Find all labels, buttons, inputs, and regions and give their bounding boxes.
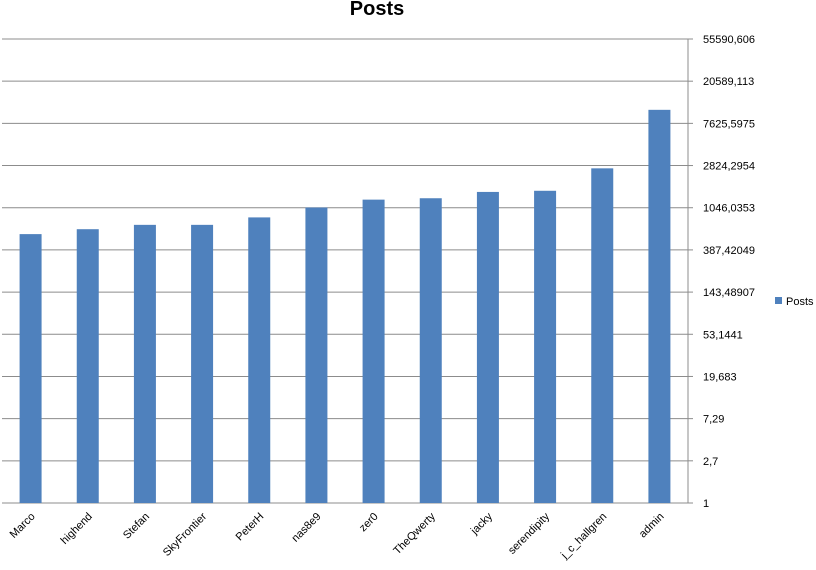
bar-series-posts [19, 109, 671, 504]
legend-swatch-posts [775, 297, 782, 304]
x-category-label: Marco [8, 511, 38, 541]
bar-serendipity [534, 190, 557, 503]
bar-jacky [476, 191, 499, 504]
x-category-label: highend [59, 511, 95, 547]
legend: Posts [775, 296, 814, 308]
y-tick-label: 19,683 [703, 371, 737, 383]
x-category-label: SkyFrontier [161, 510, 209, 558]
y-tick-label: 2824,2954 [703, 161, 755, 173]
x-category-label: jacky [468, 510, 495, 537]
bar-PeterH [248, 217, 271, 503]
y-axis-tick-labels: 1 2,7 7,29 19,683 53,1441 143,48907 387,42049 1… [703, 34, 755, 510]
gridlines [2, 38, 693, 504]
bar-highend [76, 229, 99, 503]
bar-admin [648, 109, 671, 504]
y-tick-label: 1 [703, 498, 709, 510]
x-category-label: serendipity [506, 510, 552, 556]
x-category-label: TheQwerty [391, 510, 438, 557]
bar-j_c_hallgren [591, 168, 614, 504]
y-tick-label: 7625,5975 [703, 118, 755, 130]
bar-zer0 [362, 199, 385, 503]
bar-SkyFrontier [191, 224, 214, 503]
x-category-label: PeterH [234, 511, 267, 544]
bar-TheQwerty [419, 198, 442, 503]
axes [2, 39, 689, 504]
y-tick-label: 7,29 [703, 414, 724, 426]
y-tick-label: 387,42049 [703, 245, 755, 257]
bar-Marco [19, 234, 42, 504]
x-category-label: admin [637, 511, 667, 541]
x-category-label: nas8e9 [290, 511, 324, 545]
y-tick-label: 20589,113 [703, 76, 754, 88]
x-axis-category-labels: Marco highend Stefan SkyFrontier PeterH nas8e… [8, 510, 667, 561]
y-tick-label: 53,1441 [703, 329, 743, 341]
bar-nas8e9 [305, 207, 328, 504]
y-tick-label: 55590,606 [703, 34, 755, 46]
bar-Stefan [133, 224, 156, 503]
x-category-label: Stefan [121, 511, 152, 542]
chart-title: Posts [350, 0, 404, 20]
x-category-label: zer0 [357, 511, 381, 535]
y-tick-label: 2,7 [703, 456, 718, 468]
legend-label-posts: Posts [786, 296, 814, 308]
y-tick-label: 1046,0353 [703, 203, 755, 215]
x-category-label: j_c_hallgren [558, 511, 609, 562]
y-tick-label: 143,48907 [703, 287, 755, 299]
